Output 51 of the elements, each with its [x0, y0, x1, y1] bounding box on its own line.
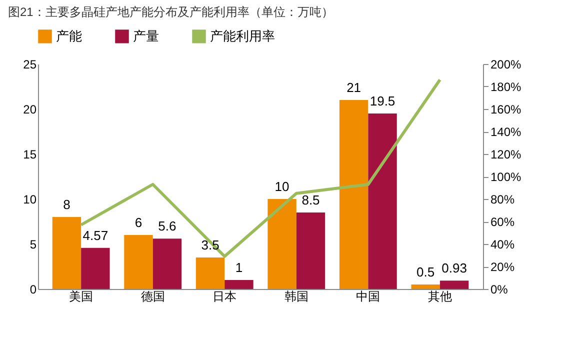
legend-label: 产能利用率: [210, 28, 275, 44]
x-tick-label: 美国: [69, 290, 94, 304]
y2-tick-label: 40%: [490, 238, 515, 252]
data-label: 10: [274, 179, 290, 194]
chart-title: 图21：主要多晶硅产地产能分布及产能利用率（单位：万吨）: [8, 5, 334, 19]
line-series: [80, 78, 442, 258]
y2-tick-label: 60%: [490, 215, 515, 229]
x-tick-label: 其他: [428, 290, 452, 304]
data-label: 1: [235, 260, 243, 275]
x-tick-label: 中国: [356, 290, 380, 304]
data-label: 8: [63, 197, 70, 212]
y2-tick-label: 140%: [490, 125, 522, 139]
bar: [124, 235, 153, 289]
y2-tick-label: 20%: [490, 260, 515, 274]
x-tick-label: 日本: [212, 290, 237, 304]
data-label: 0.93: [442, 260, 467, 276]
bar: [440, 280, 469, 289]
y2-tick-label: 160%: [490, 102, 522, 116]
data-label: 19.5: [370, 94, 396, 108]
y-tick-label: 5: [30, 238, 37, 252]
y-tick-label: 15: [23, 148, 37, 162]
bar: [52, 217, 82, 289]
bar: [81, 248, 110, 289]
y-tick-label: 20: [23, 102, 37, 116]
y2-tick-label: 0%: [490, 282, 508, 296]
data-label: 6: [134, 215, 142, 230]
y2-tick-label: 100%: [490, 170, 522, 184]
x-tick-label: 德国: [140, 290, 165, 304]
y2-tick-label: 200%: [490, 58, 522, 72]
data-label: 0.5: [416, 264, 435, 280]
y2-tick-label: 120%: [490, 148, 522, 162]
data-label: 4.57: [82, 228, 108, 243]
data-label: 5.6: [158, 218, 176, 234]
bar: [152, 238, 182, 289]
bar: [224, 280, 254, 289]
x-tick-label: 韩国: [284, 290, 308, 304]
data-label: 21: [346, 80, 362, 95]
y-tick-label: 0: [30, 282, 37, 296]
y-tick-label: 10: [23, 192, 37, 206]
bar: [268, 199, 296, 289]
y2-tick-label: 180%: [490, 80, 522, 94]
bar: [339, 100, 368, 289]
y2-tick-label: 80%: [490, 192, 515, 206]
bar: [411, 284, 440, 289]
data-label: 8.5: [302, 192, 320, 208]
bar: [196, 258, 225, 289]
y-tick-label: 25: [23, 58, 37, 72]
legend-label: 产能: [56, 28, 82, 44]
bar: [296, 212, 326, 289]
legend-label: 产量: [133, 28, 159, 44]
bar: [368, 114, 397, 289]
